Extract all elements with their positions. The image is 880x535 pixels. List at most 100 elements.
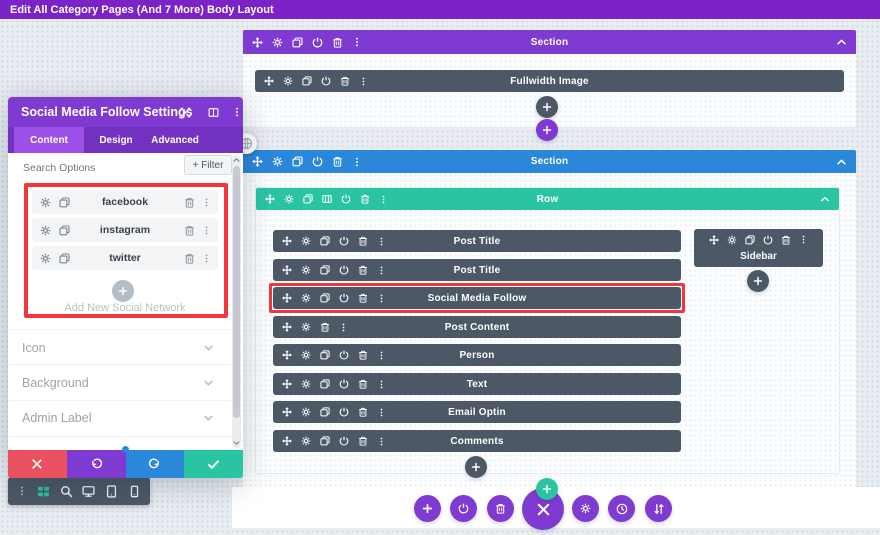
add-button[interactable] — [414, 495, 441, 522]
social-network-item-instagram[interactable]: instagram — [32, 218, 218, 242]
kebab-menu-icon[interactable] — [202, 197, 211, 208]
x-icon — [536, 502, 551, 517]
module-post-title-1[interactable]: Post Title — [273, 230, 681, 252]
add-module-button[interactable] — [465, 456, 487, 478]
item-label: facebook — [101, 196, 149, 208]
collapse-chevron-icon[interactable] — [820, 194, 830, 204]
module-person[interactable]: Person — [273, 344, 681, 366]
portability-button[interactable] — [645, 495, 672, 522]
settings-icon[interactable] — [727, 235, 737, 245]
redo-icon — [148, 458, 161, 471]
row-container: Row Post Title — [255, 187, 840, 478]
settings-button[interactable] — [572, 495, 599, 522]
disable-icon[interactable] — [763, 235, 773, 245]
check-icon — [207, 458, 220, 471]
scroll-down-icon[interactable] — [232, 439, 241, 447]
option-group-icon[interactable]: Icon — [8, 329, 232, 365]
add-section-button[interactable] — [536, 119, 558, 141]
filter-button[interactable]: + Filter — [184, 155, 232, 175]
history-button[interactable] — [608, 495, 635, 522]
tab-advanced[interactable]: Advanced — [151, 134, 199, 146]
modal-footer — [8, 450, 243, 478]
redo-button[interactable] — [125, 450, 185, 478]
module-label: Sidebar — [740, 251, 777, 262]
row-header[interactable]: Row — [256, 188, 839, 210]
module-label: Social Media Follow — [427, 292, 527, 304]
modal-scrollbar[interactable] — [232, 155, 241, 448]
search-options-input[interactable] — [21, 159, 140, 177]
kebab-menu-icon[interactable] — [17, 485, 27, 497]
up-down-arrows-icon — [653, 503, 665, 515]
trash-icon[interactable] — [781, 235, 791, 245]
module-email-optin[interactable]: Email Optin — [273, 401, 681, 423]
social-network-item-facebook[interactable]: facebook — [32, 190, 218, 214]
trash-icon[interactable] — [184, 253, 195, 264]
add-row-button[interactable] — [536, 96, 558, 118]
move-icon[interactable] — [709, 235, 719, 245]
collapse-chevron-icon[interactable] — [836, 156, 847, 167]
social-network-item-twitter[interactable]: twitter — [32, 246, 218, 270]
duplicate-icon[interactable] — [745, 235, 755, 245]
module-label: Text — [466, 378, 488, 390]
option-group-admin-label-row[interactable]: Admin Label — [8, 400, 232, 435]
top-admin-bar: Edit All Category Pages (And 7 More) Bod… — [0, 0, 880, 19]
module-post-content[interactable]: Post Content — [273, 316, 681, 338]
tab-design[interactable]: Design — [99, 134, 133, 146]
module-social-media-follow[interactable]: Social Media Follow — [273, 287, 681, 309]
clock-icon — [616, 503, 628, 515]
disable-button[interactable] — [450, 495, 477, 522]
module-label: Post Title — [453, 264, 501, 276]
module-comments[interactable]: Comments — [273, 430, 681, 452]
builder-canvas: Section Fullwidth Image — [0, 19, 880, 535]
undo-button[interactable] — [66, 450, 126, 478]
drag-position-icon[interactable] — [180, 107, 191, 118]
collapse-chevron-icon[interactable] — [836, 37, 847, 48]
module-label: Post Content — [444, 321, 510, 333]
add-row-button-teal[interactable] — [536, 478, 558, 500]
module-sidebar[interactable]: Sidebar — [694, 229, 823, 267]
module-text[interactable]: Text — [273, 373, 681, 395]
modal-header[interactable]: Social Media Follow Settings — [8, 97, 243, 127]
kebab-menu-icon[interactable] — [799, 235, 808, 244]
undo-icon — [90, 458, 103, 471]
phone-view-icon[interactable] — [128, 485, 141, 498]
kebab-menu-icon[interactable] — [202, 253, 211, 264]
tab-content[interactable]: Content — [14, 127, 84, 153]
module-label: Post Title — [453, 235, 501, 247]
chevron-down-icon[interactable] — [203, 412, 214, 423]
desktop-view-icon[interactable] — [82, 485, 95, 498]
highlight-outline — [269, 283, 685, 313]
delete-button[interactable] — [487, 495, 514, 522]
kebab-menu-icon[interactable] — [232, 107, 242, 117]
scrollbar-thumb[interactable] — [233, 166, 240, 418]
add-module-button[interactable] — [747, 270, 769, 292]
section-fullwidth-body: Fullwidth Image — [243, 54, 856, 141]
kebab-menu-icon[interactable] — [202, 225, 211, 236]
chevron-down-icon[interactable] — [203, 342, 214, 353]
section-regular-header[interactable]: Section — [243, 150, 856, 173]
tablet-view-icon[interactable] — [105, 485, 118, 498]
add-new-social-network-button[interactable] — [112, 280, 134, 302]
zoom-icon[interactable] — [60, 485, 73, 498]
trash-icon[interactable] — [184, 197, 195, 208]
highlight-outline — [24, 183, 228, 318]
save-button[interactable] — [184, 450, 243, 478]
settings-modal: Social Media Follow Settings Content Des… — [8, 97, 243, 478]
discard-button[interactable] — [8, 450, 67, 478]
module-label: Fullwidth Image — [510, 75, 589, 87]
scroll-up-icon[interactable] — [232, 156, 241, 164]
option-group-admin-label[interactable] — [8, 400, 232, 437]
section-fullwidth-header[interactable]: Section — [243, 30, 856, 54]
module-fullwidth-image[interactable]: Fullwidth Image — [255, 70, 844, 92]
option-group-background[interactable]: Background — [8, 364, 232, 400]
split-view-icon[interactable] — [208, 107, 219, 118]
trash-icon[interactable] — [184, 225, 195, 236]
item-label: instagram — [99, 224, 151, 236]
chevron-down-icon[interactable] — [203, 377, 214, 388]
module-post-title-2[interactable]: Post Title — [273, 259, 681, 281]
wireframe-view-icon[interactable] — [37, 485, 50, 498]
row-label: Row — [536, 193, 559, 205]
add-new-social-network-label[interactable]: Add New Social Network — [64, 302, 186, 314]
resize-handle-dot[interactable] — [122, 446, 129, 453]
